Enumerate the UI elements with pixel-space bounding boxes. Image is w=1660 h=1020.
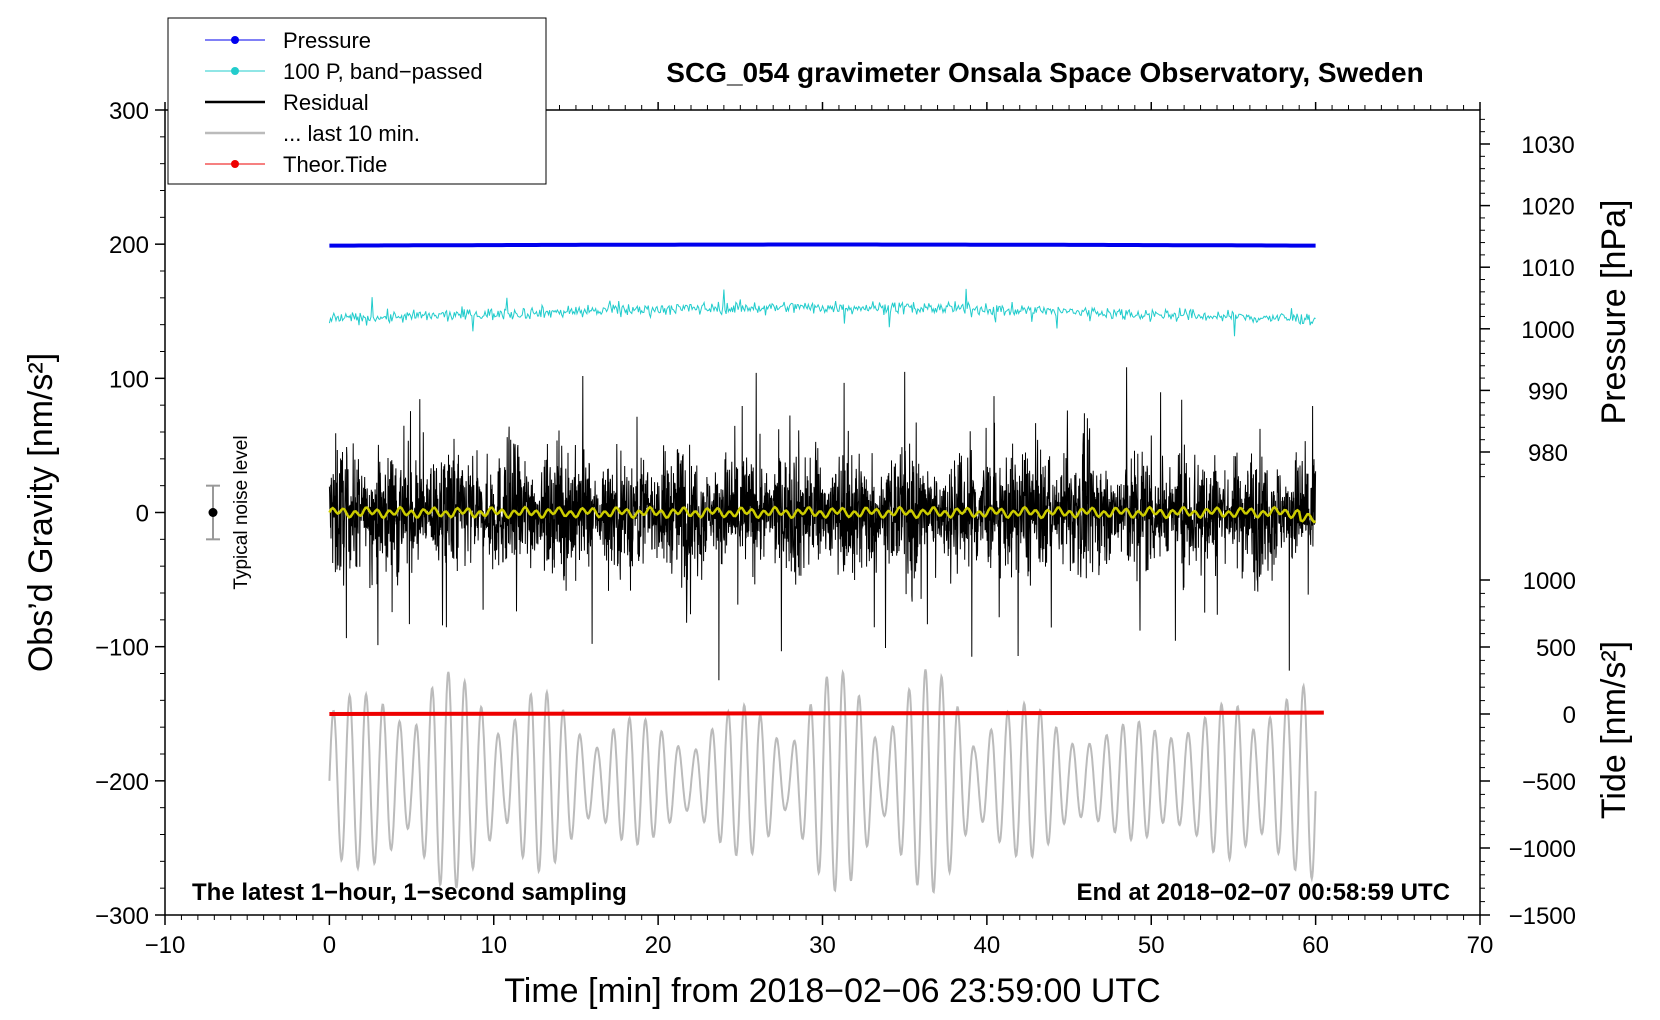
series-pressure-line [329,242,1316,248]
noise-level-dot [208,508,218,517]
y-left-tick-label: −100 [95,635,149,662]
legend-label: Pressure [283,28,371,53]
legend-label: Theor.Tide [283,152,387,177]
tide-tick-label: 0 [1563,702,1576,729]
legend-label: Residual [283,90,369,115]
x-tick-label: 0 [323,932,336,959]
series-residual-smoothed-line [328,505,1317,524]
x-tick-label: 30 [809,932,836,959]
series-layer [328,242,1324,895]
x-tick-label: 60 [1302,932,1329,959]
legend-marker [231,36,239,44]
pressure-tick-label: 980 [1528,440,1568,467]
pressure-tick-label: 1010 [1521,255,1574,282]
tide-tick-label: 500 [1536,635,1576,662]
series-residual-line [328,367,1317,681]
series-band-passed-pressure-line [328,288,1316,337]
series-theoretical-tide-line [329,710,1324,716]
legend-label: 100 P, band−passed [283,59,483,84]
legend-marker [231,160,239,168]
pressure-tick-label: 1000 [1521,317,1574,344]
axes-layer: −10 0 10 20 30 40 50 60 703002001000−100−200−300… [95,98,1576,959]
y-left-tick-label: 0 [136,501,149,528]
legend: Pressure 100 P, band−passed Residual ... la… [167,17,547,185]
pressure-tick-label: 1030 [1521,132,1574,159]
legend-marker [231,67,239,75]
series-last-10-min-line [328,669,1317,895]
y-left-tick-label: 300 [109,98,149,125]
tide-tick-label: 1000 [1523,568,1576,595]
noise-level-label: Typical noise level [231,435,252,589]
pressure-tick-label: 990 [1528,378,1568,405]
x-tick-label: 10 [480,932,507,959]
x-tick-label: 50 [1138,932,1165,959]
legend-label: ... last 10 min. [283,121,420,146]
x-tick-label: 70 [1467,932,1494,959]
tide-tick-label: −500 [1522,769,1576,796]
text-layer: Time [min] from 2018−02−06 23:59:00 UTC O… [22,57,1633,1010]
pressure-axis-title: Pressure [hPa] [1595,200,1633,425]
annotation-sampling: The latest 1−hour, 1−second sampling [192,879,627,906]
annotation-end-time: End at 2018−02−07 00:58:59 UTC [1076,879,1450,906]
pressure-tick-label: 1020 [1521,194,1574,221]
y-left-tick-label: −300 [95,903,149,930]
x-tick-label: 20 [645,932,672,959]
tide-axis-title: Tide [nm/s²] [1595,641,1633,819]
tide-tick-label: −1000 [1509,836,1576,863]
x-axis-title: Time [min] from 2018−02−06 23:59:00 UTC [504,972,1160,1010]
chart-title: SCG_054 gravimeter Onsala Space Observat… [666,57,1423,88]
y-left-tick-label: 200 [109,232,149,259]
y-left-tick-label: 100 [109,366,149,393]
tide-tick-label: −1500 [1509,903,1576,930]
y-left-tick-label: −200 [95,769,149,796]
x-tick-label: 40 [974,932,1001,959]
y-left-axis-title: Obs’d Gravity [nm/s²] [22,353,60,672]
x-tick-label: −10 [145,932,186,959]
